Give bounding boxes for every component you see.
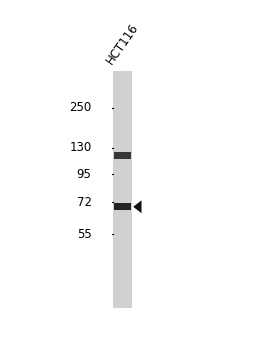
Text: 95: 95 (77, 168, 92, 181)
Bar (113, 71, 132, 308)
Text: 250: 250 (69, 101, 92, 114)
Bar (114, 152, 131, 159)
Text: 55: 55 (77, 228, 92, 241)
Text: 130: 130 (69, 142, 92, 155)
Bar (114, 203, 131, 210)
Text: HCT116: HCT116 (103, 21, 141, 67)
Polygon shape (133, 200, 142, 213)
Text: 72: 72 (77, 196, 92, 209)
